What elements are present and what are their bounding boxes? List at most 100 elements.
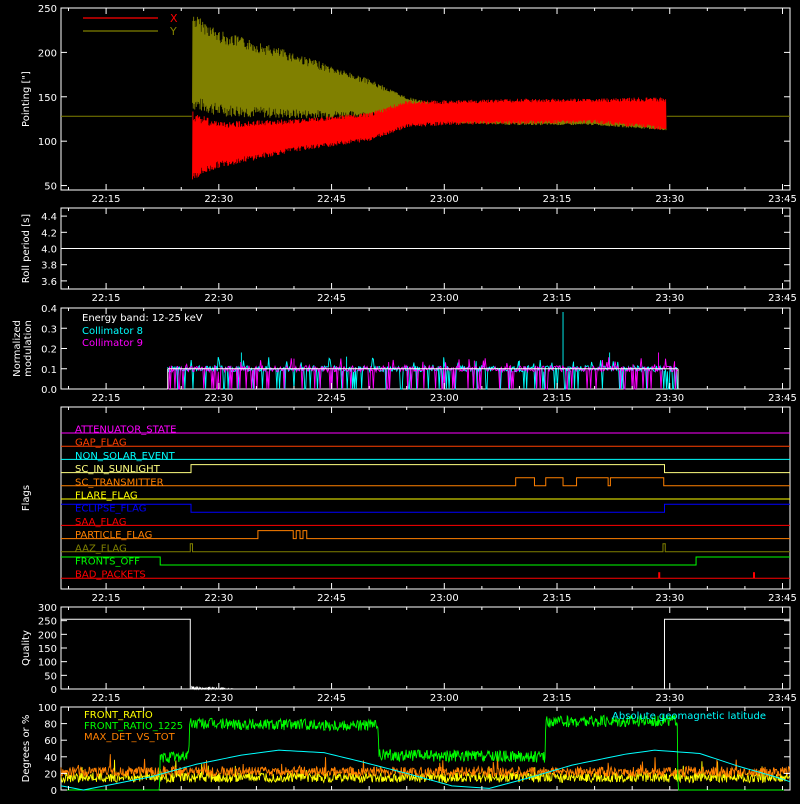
flag-sc-in-sunlight-line xyxy=(61,464,790,474)
y-axis-label: Pointing ["] xyxy=(21,71,32,127)
y-tick-label: 4.0 xyxy=(41,245,57,256)
legend-label-max-det-vs-tot: MAX_DET_VS_TOT xyxy=(84,732,176,743)
y-tick-label: 100 xyxy=(38,137,57,148)
x-tick-label: 22:45 xyxy=(317,393,346,404)
flag-label-non-solar-event: NON_SOLAR_EVENT xyxy=(75,451,176,462)
quality-noise xyxy=(191,685,234,691)
x-tick-label: 22:30 xyxy=(204,593,233,604)
flag-fronts-off-line xyxy=(61,556,790,566)
y-tick-label: 50 xyxy=(44,671,57,682)
x-tick-label: 22:15 xyxy=(92,293,121,304)
x-tick-label: 23:30 xyxy=(655,194,684,205)
flag-eclipse-flag-line xyxy=(61,503,790,513)
y-tick-label: 40 xyxy=(44,753,57,764)
x-tick-label: 23:30 xyxy=(655,593,684,604)
x-tick-label: 22:15 xyxy=(92,393,121,404)
y-axis-label-line1: Normalized xyxy=(12,320,23,377)
x-tick-label: 23:45 xyxy=(768,593,797,604)
y-tick-label: 80 xyxy=(44,720,57,731)
y-tick-label: 0.2 xyxy=(41,345,57,356)
panel-4-frame xyxy=(60,406,791,590)
x-tick-label: 23:00 xyxy=(430,393,459,404)
x-tick-label: 22:30 xyxy=(204,293,233,304)
x-tick-label: 23:00 xyxy=(430,593,459,604)
y-tick-label: 0.1 xyxy=(41,365,57,376)
y-tick-label: 200 xyxy=(38,630,57,641)
flag-label-sc-in-sunlight: SC_IN_SUNLIGHT xyxy=(75,464,161,475)
y-tick-label: 100 xyxy=(38,703,57,714)
flag-label-saa-flag: SAA_FLAG xyxy=(75,517,126,528)
x-tick-label: 23:00 xyxy=(430,293,459,304)
y-tick-label: 60 xyxy=(44,736,57,747)
y-tick-label: 0.4 xyxy=(41,304,57,315)
flag-aaz-flag-line xyxy=(61,543,790,553)
flag-label-eclipse-flag: ECLIPSE_FLAG xyxy=(75,504,146,515)
y-tick-label: 3.6 xyxy=(41,277,57,288)
flag-sc-transmitter-line xyxy=(61,477,790,487)
flag-particle-flag-line xyxy=(61,530,790,540)
flag-label-sc-transmitter: SC_TRANSMITTER xyxy=(75,477,164,488)
y-axis-label: Quality xyxy=(21,630,32,666)
y-tick-label: 0 xyxy=(51,685,57,696)
x-tick-label: 22:30 xyxy=(204,693,233,704)
x-tick-label: 23:15 xyxy=(543,293,572,304)
y-tick-label: 20 xyxy=(44,769,57,780)
series-geomagnetic-latitude-line xyxy=(60,749,791,791)
y-tick-label: 150 xyxy=(38,93,57,104)
series-collimator-9-line xyxy=(167,352,678,390)
y-tick-label: 0.0 xyxy=(41,385,57,396)
y-tick-label: 150 xyxy=(38,644,57,655)
x-tick-label: 22:15 xyxy=(92,693,121,704)
x-tick-label: 22:30 xyxy=(204,393,233,404)
series-max-det-vs-tot-line xyxy=(60,754,791,779)
y-tick-label: 300 xyxy=(38,603,57,614)
legend-label-x: X xyxy=(170,12,178,25)
flag-label-gap-flag: GAP_FLAG xyxy=(75,438,127,449)
series-x-pointing-line xyxy=(192,97,667,180)
legend-label-front-ratio: FRONT_RATIO xyxy=(84,710,153,721)
x-tick-label: 22:45 xyxy=(317,194,346,205)
x-tick-label: 22:45 xyxy=(317,693,346,704)
y-tick-label: 200 xyxy=(38,48,57,59)
y-tick-label: 250 xyxy=(38,617,57,628)
x-tick-label: 23:45 xyxy=(768,293,797,304)
energy-band-annotation: Energy band: 12-25 keV xyxy=(82,313,203,324)
x-tick-label: 23:15 xyxy=(543,194,572,205)
x-tick-label: 23:15 xyxy=(543,393,572,404)
y-axis-label: Flags xyxy=(21,485,32,511)
x-tick-label: 23:30 xyxy=(655,393,684,404)
x-tick-label: 23:15 xyxy=(543,593,572,604)
legend-label-front-ratio-1225: FRONT_RATIO_1225 xyxy=(84,721,183,732)
x-tick-label: 23:30 xyxy=(655,693,684,704)
x-tick-label: 22:45 xyxy=(317,293,346,304)
y-tick-label: 250 xyxy=(38,4,57,15)
flag-label-particle-flag: PARTICLE_FLAG xyxy=(75,530,152,541)
quality-line xyxy=(61,618,790,690)
legend-label-y: Y xyxy=(169,25,177,38)
series-front-ratio-1225-line xyxy=(61,714,790,791)
x-tick-label: 23:45 xyxy=(768,393,797,404)
legend-label-geomagnetic-latitude: Absolute geomagnetic latitude xyxy=(612,711,766,722)
y-axis-label-line2: modulation xyxy=(23,320,34,377)
legend-label-collimator-9: Collimator 9 xyxy=(82,338,143,349)
flag-label-aaz-flag: AAZ_FLAG xyxy=(75,543,127,554)
x-tick-label: 23:45 xyxy=(768,194,797,205)
x-tick-label: 23:00 xyxy=(430,693,459,704)
flag-label-bad-packets: BAD_PACKETS xyxy=(75,570,146,581)
x-tick-label: 22:45 xyxy=(317,593,346,604)
y-axis-label: Degrees or % xyxy=(21,715,32,783)
y-tick-label: 0.3 xyxy=(41,324,57,335)
panel-1-frame xyxy=(60,7,791,191)
panel-6-frame xyxy=(60,706,791,791)
x-tick-label: 23:45 xyxy=(768,693,797,704)
flag-label-attenuator-state: ATTENUATOR_STATE xyxy=(75,425,176,436)
flag-label-fronts-off: FRONTS_OFF xyxy=(75,557,140,568)
legend-label-collimator-8: Collimator 8 xyxy=(82,326,143,337)
x-tick-label: 22:30 xyxy=(204,194,233,205)
x-tick-label: 23:30 xyxy=(655,293,684,304)
y-tick-label: 50 xyxy=(44,182,57,193)
flag-label-flare-flag: FLARE_FLAG xyxy=(75,491,138,502)
x-tick-label: 23:00 xyxy=(430,194,459,205)
y-tick-label: 4.4 xyxy=(41,212,57,223)
